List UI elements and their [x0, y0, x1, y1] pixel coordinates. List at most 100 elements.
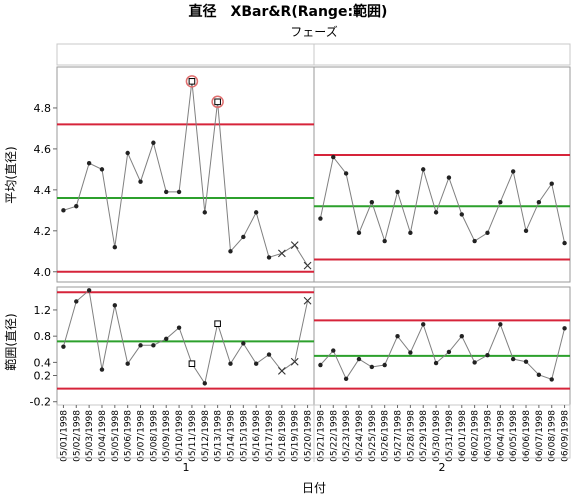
- xbar-point: [241, 234, 246, 240]
- xbar-point: [266, 255, 272, 260]
- xbar-point: [202, 210, 207, 215]
- x-tick-label: 05/12/1998: [201, 410, 211, 462]
- plot-area: 4.0 4.2 4.4 4.6 4.8 -0.2 0.20.4 0.8 1.2 05/01/199…: [30, 43, 571, 462]
- xbar-point: [318, 216, 323, 221]
- xbar-point: [446, 175, 452, 180]
- x-tick-label: 05/29/1998: [419, 410, 429, 462]
- range-point: [253, 361, 259, 366]
- x-tick-label: 05/13/1998: [214, 410, 224, 462]
- x-tick-label: 05/05/1998: [111, 410, 121, 462]
- x-tick-label: 06/09/1998: [561, 410, 571, 462]
- x-tick-label: 05/31/1998: [445, 410, 455, 462]
- xbar-point: [151, 140, 156, 145]
- range-y-tick-label: 0.4: [34, 356, 52, 369]
- xbar-y-tick-label: 4.6: [34, 143, 52, 156]
- xbar-phase1-series-line: [63, 81, 309, 266]
- range-y-tick-label: 0.2: [34, 370, 52, 383]
- xbar-point: [331, 154, 336, 160]
- phase-header: フェーズ: [290, 24, 337, 39]
- x-tick-label: 05/02/1998: [72, 410, 82, 462]
- range-point-x: [290, 357, 299, 366]
- xbar-point: [369, 199, 375, 205]
- range-y-tick-label: -0.2: [30, 396, 51, 409]
- range-point: [202, 381, 207, 386]
- range-point: [241, 341, 246, 346]
- xbar-y-tick-label: 4.4: [34, 184, 52, 197]
- range-point: [164, 336, 169, 341]
- x-axis-label: 日付: [302, 481, 326, 495]
- xbar-y-tick-label: 4.8: [34, 102, 52, 115]
- range-point: [433, 360, 439, 366]
- x-tick-label: 05/06/1998: [124, 410, 134, 462]
- range-point: [395, 333, 400, 339]
- range-point: [151, 343, 156, 348]
- x-tick-label: 05/09/1998: [162, 410, 172, 462]
- range-phase2-series-line: [320, 323, 566, 381]
- xbar-point-square: [188, 78, 196, 85]
- range-point: [485, 352, 490, 358]
- x-tick-label: 06/04/1998: [496, 410, 506, 462]
- range-point: [498, 322, 503, 327]
- x-tick-label: 05/01/1998: [59, 410, 69, 462]
- xbar-point-flag-circle: [211, 95, 224, 109]
- xbar-point: [228, 249, 233, 254]
- xbar-y-tick-label: 4.2: [34, 225, 52, 238]
- x-tick-label: 05/04/1998: [98, 410, 108, 462]
- xbar-point: [356, 230, 362, 236]
- xbar-point: [498, 199, 503, 205]
- xbar-point: [176, 189, 182, 195]
- x-tick-label: 06/02/1998: [471, 410, 481, 462]
- range-point: [86, 288, 92, 293]
- x-tick-label: 06/03/1998: [483, 410, 493, 462]
- xbar-point: [253, 210, 259, 215]
- x-tick-label: 06/07/1998: [535, 410, 545, 462]
- x-tick-label: 05/17/1998: [265, 410, 275, 462]
- x-tick-label: 06/06/1998: [522, 410, 532, 462]
- range-point: [446, 349, 452, 355]
- xbar-point-x: [290, 241, 299, 250]
- xbar-phase2-series-line: [319, 155, 566, 244]
- xbar-point: [433, 210, 439, 215]
- chart-title: 直径 XBar&R(Range:範囲): [189, 3, 388, 20]
- range-point: [421, 322, 426, 327]
- xbar-y-axis-label: 平均(直径): [4, 146, 18, 203]
- x-tick-label: 06/05/1998: [509, 410, 519, 462]
- xbar-point: [125, 150, 130, 156]
- xbar-point: [138, 179, 143, 184]
- range-point: [459, 333, 464, 339]
- xbar-point-flag-circle: [185, 75, 199, 88]
- xbar-point: [343, 171, 349, 176]
- x-tick-label: 05/24/1998: [355, 410, 365, 462]
- range-point-square: [214, 320, 221, 328]
- range-point: [356, 356, 362, 362]
- x-tick-label: 05/26/1998: [381, 410, 391, 462]
- x-tick-label: 05/20/1998: [304, 410, 314, 462]
- x-tick-label: 05/10/1998: [175, 410, 185, 462]
- range-point: [510, 356, 516, 362]
- x-tick-label: 05/19/1998: [291, 410, 301, 462]
- xbar-point: [485, 230, 490, 236]
- range-point: [523, 359, 529, 364]
- range-point: [408, 350, 413, 355]
- range-point-x: [303, 296, 312, 305]
- range-point: [99, 367, 105, 372]
- range-point-x: [277, 367, 286, 375]
- x-tick-label: 05/21/1998: [316, 410, 326, 462]
- xbar-point: [562, 240, 567, 246]
- xbar-point-x: [303, 261, 312, 270]
- group-label-2: 2: [439, 461, 446, 474]
- group-label-1: 1: [183, 461, 190, 474]
- xbar-point: [421, 167, 426, 172]
- xbar-point-x: [277, 249, 286, 258]
- range-y-tick-label: 1.2: [34, 304, 52, 317]
- xbar-point: [74, 204, 79, 209]
- range-point: [74, 299, 79, 304]
- x-tick-label: 05/14/1998: [226, 410, 236, 462]
- range-point: [138, 343, 143, 348]
- range-phase1-series-line: [62, 289, 309, 385]
- x-tick-label: 05/11/1998: [188, 410, 198, 462]
- range-point: [125, 361, 130, 366]
- xbar-point: [408, 230, 413, 236]
